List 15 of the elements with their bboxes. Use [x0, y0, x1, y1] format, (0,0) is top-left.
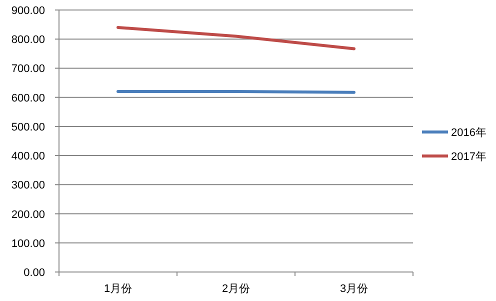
legend-label: 2016年 [451, 127, 486, 139]
y-tick-label: 300.00 [11, 180, 45, 192]
x-tick-label: 1月份 [104, 283, 132, 295]
y-tick-label: 200.00 [11, 208, 45, 221]
y-tick-label: 100.00 [11, 238, 45, 250]
y-tick-label: 500.00 [11, 121, 45, 134]
x-tick-label: 2月份 [222, 283, 250, 295]
y-tick-label: 900.00 [11, 5, 45, 17]
legend-label: 2017年 [451, 151, 486, 163]
y-tick-label: 0.00 [24, 267, 45, 279]
y-tick-label: 600.00 [11, 92, 45, 104]
y-tick-label: 800.00 [11, 34, 45, 46]
y-tick-label: 700.00 [11, 63, 45, 76]
x-tick-label: 3月份 [340, 283, 368, 295]
y-tick-label: 400.00 [11, 150, 45, 163]
